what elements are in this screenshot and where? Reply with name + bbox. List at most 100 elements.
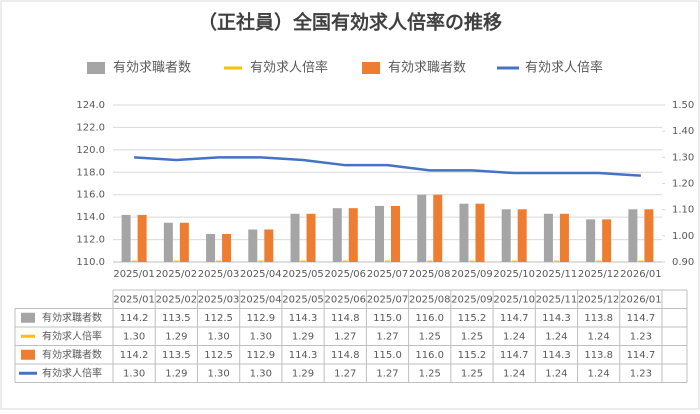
bar <box>638 260 644 262</box>
line <box>134 156 641 177</box>
table-cell: 115.2 <box>458 313 487 324</box>
bar <box>469 260 475 262</box>
bar <box>137 214 147 262</box>
table-cell: 1.27 <box>334 331 356 342</box>
bar <box>391 205 400 262</box>
table-cell: 1.25 <box>419 368 441 379</box>
table-cell: 1.25 <box>461 368 483 379</box>
bar <box>628 209 638 262</box>
bar <box>131 260 137 262</box>
legend-label: 有効求人倍率 <box>525 60 603 76</box>
table-cell: 114.7 <box>500 313 529 324</box>
table-cell: 1.30 <box>250 368 272 379</box>
bar <box>475 203 485 262</box>
table-cell: 114.2 <box>120 313 149 324</box>
chart-title: （正社員）全国有効求人倍率の推移 <box>198 11 502 34</box>
x-tick-label: 2025/12 <box>578 269 620 280</box>
table-cell: 1.24 <box>588 331 610 342</box>
table-cell: 1.27 <box>334 368 356 379</box>
table-cell: 1.24 <box>545 368 567 379</box>
legend-key <box>362 62 380 74</box>
table-cell: 1.30 <box>207 368 229 379</box>
table-cell: 112.9 <box>246 313 275 324</box>
bar <box>258 260 264 262</box>
table-cell: 116.0 <box>415 350 444 361</box>
table-cell: 114.7 <box>500 350 529 361</box>
table-cell: 114.3 <box>289 350 318 361</box>
bar <box>179 222 189 262</box>
bar <box>543 213 553 262</box>
x-tick-label: 2025/04 <box>240 269 282 280</box>
table-cell: 114.3 <box>542 313 571 324</box>
y-tick-label: 116.0 <box>76 190 105 201</box>
y2-tick-label: 1.20 <box>672 179 694 190</box>
table-header: 2025/06 <box>324 294 366 305</box>
bar <box>332 208 342 262</box>
table-cell: 1.23 <box>630 368 652 379</box>
x-tick-label: 2025/01 <box>113 269 155 280</box>
y2-tick-label: 1.40 <box>672 126 694 137</box>
bar <box>264 229 274 262</box>
table-cell: 113.5 <box>162 313 191 324</box>
table-cell: 1.24 <box>503 368 525 379</box>
bar <box>173 260 179 262</box>
table-cell: 115.0 <box>373 313 402 324</box>
bar <box>433 194 443 262</box>
bar <box>121 214 131 262</box>
bar <box>216 260 222 262</box>
table-cell: 112.9 <box>246 350 275 361</box>
table-cell: 1.27 <box>376 331 398 342</box>
legend-label: 有効求人倍率 <box>250 60 328 76</box>
bar <box>501 209 511 262</box>
bar <box>586 219 596 262</box>
table-cell: 116.0 <box>415 313 444 324</box>
table-cell: 1.30 <box>123 368 145 379</box>
bar <box>342 260 348 262</box>
table-cell: 114.7 <box>627 313 656 324</box>
table-cell: 1.23 <box>630 331 652 342</box>
table-cell: 114.3 <box>542 350 571 361</box>
table-header: 2025/12 <box>578 294 620 305</box>
x-tick-label: 2026/01 <box>620 269 662 280</box>
bar <box>306 213 316 262</box>
table-header: 2025/11 <box>536 294 578 305</box>
table-cell: 1.27 <box>376 368 398 379</box>
table-row-label: 有効求人倍率 <box>42 329 102 342</box>
bar <box>385 260 390 262</box>
x-tick-label: 2025/11 <box>536 269 578 280</box>
bar <box>602 219 612 262</box>
table-cell: 1.30 <box>207 331 229 342</box>
x-tick-label: 2025/02 <box>156 269 198 280</box>
bar <box>248 229 258 262</box>
table-cell: 113.5 <box>162 350 191 361</box>
table-header: 2025/04 <box>240 294 282 305</box>
y-tick-label: 112.0 <box>76 235 105 246</box>
table-header: 2025/05 <box>282 294 324 305</box>
table-header: 2026/01 <box>620 294 662 305</box>
x-tick-label: 2025/10 <box>493 269 535 280</box>
legend-label: 有効求職者数 <box>113 61 191 76</box>
bar <box>511 260 517 262</box>
table-header: 2025/08 <box>409 294 451 305</box>
y2-tick-label: 1.10 <box>672 205 694 216</box>
bar <box>375 205 384 262</box>
table-cell: 1.24 <box>503 331 525 342</box>
bar <box>596 260 602 262</box>
table-header: 2025/07 <box>367 294 409 305</box>
y-tick-label: 110.0 <box>76 257 105 268</box>
bar <box>222 233 232 262</box>
bar <box>553 260 559 262</box>
table-cell: 1.29 <box>292 331 314 342</box>
table-cell: 113.8 <box>584 313 613 324</box>
x-tick-label: 2025/09 <box>451 269 493 280</box>
table-cell: 1.24 <box>545 331 567 342</box>
table-cell: 115.2 <box>458 350 487 361</box>
y2-tick-label: 1.30 <box>672 152 694 163</box>
table-header: 2025/01 <box>113 294 155 305</box>
table-cell: 114.3 <box>289 313 318 324</box>
table-cell: 114.7 <box>627 350 656 361</box>
table-header: 2025/02 <box>156 294 198 305</box>
bar <box>348 208 358 262</box>
table-cell: 112.5 <box>204 313 233 324</box>
